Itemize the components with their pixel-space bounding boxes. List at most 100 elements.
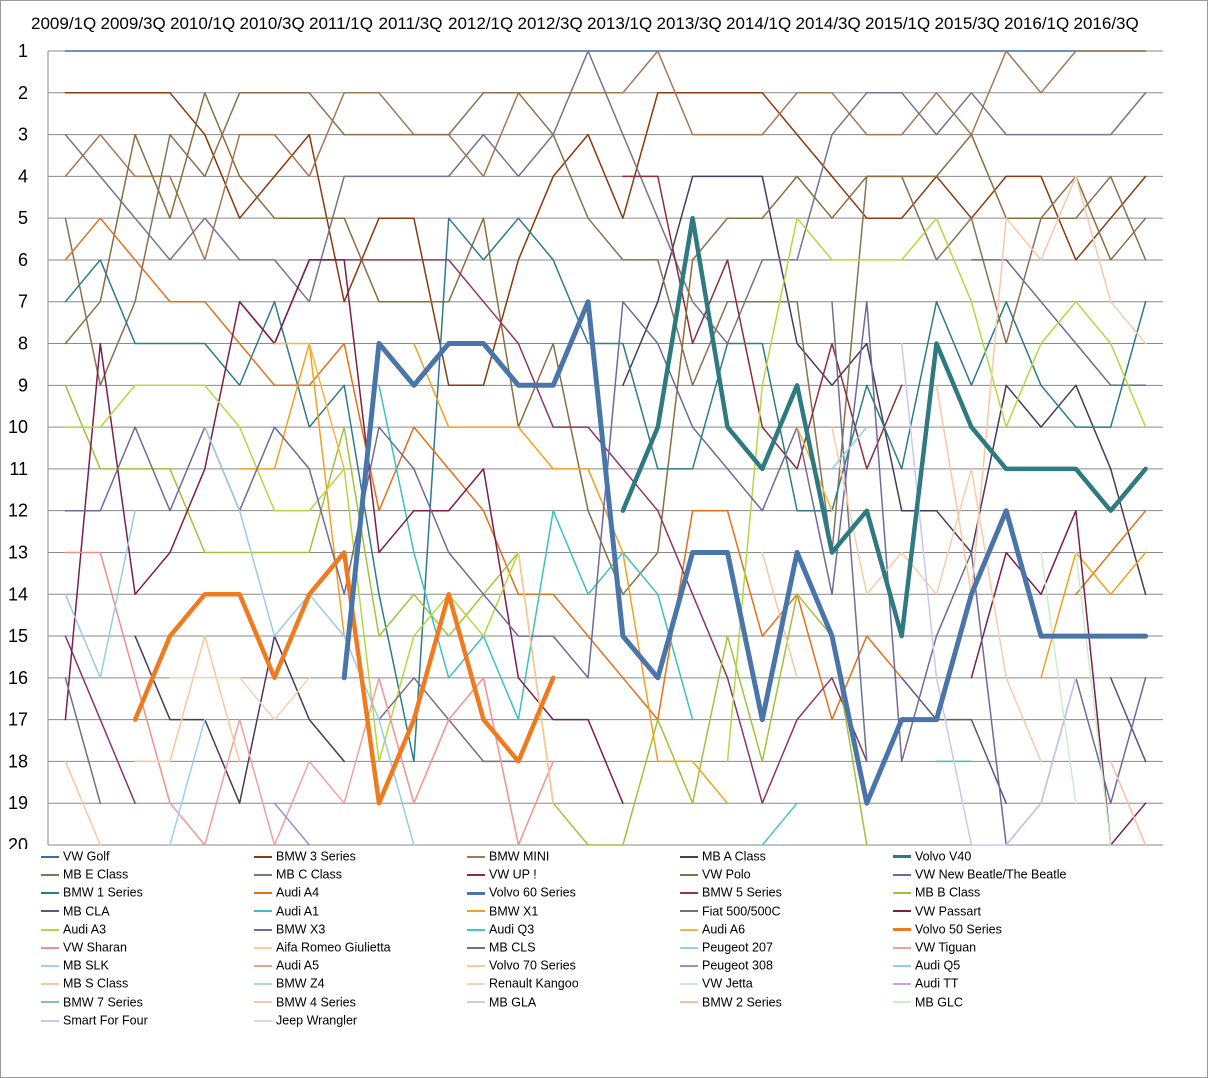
series-line bbox=[622, 175, 903, 470]
legend-item: Volvo 60 Series bbox=[467, 885, 576, 903]
legend-label: Peugeot 308 bbox=[702, 958, 773, 973]
legend-swatch bbox=[467, 855, 485, 858]
legend-item: Aifa Romeo Giulietta bbox=[254, 940, 391, 958]
legend-item: Volvo V40 bbox=[893, 849, 971, 867]
legend-swatch bbox=[254, 873, 272, 876]
legend-label: Audi A4 bbox=[276, 886, 320, 901]
y-tick-label: 15 bbox=[8, 626, 28, 646]
series-line bbox=[900, 342, 973, 846]
series-line bbox=[169, 718, 206, 846]
legend-label: MB S Class bbox=[63, 977, 129, 992]
legend-swatch bbox=[893, 928, 911, 931]
legend-swatch bbox=[467, 983, 485, 986]
series-vw-polo bbox=[64, 92, 1147, 596]
series-line bbox=[64, 551, 206, 846]
series-vw-sharan bbox=[64, 551, 206, 846]
legend-swatch bbox=[41, 928, 59, 931]
series-line bbox=[64, 50, 1147, 261]
legend-label: MB A Class bbox=[702, 849, 766, 864]
x-tick-label: 2014/3Q bbox=[796, 14, 861, 33]
series-line bbox=[64, 92, 1147, 387]
legend-label: Peugeot 207 bbox=[702, 940, 773, 955]
series-volvo-60-series bbox=[341, 299, 1149, 806]
legend-item: VW New Beatle/The Beatle bbox=[893, 867, 1066, 885]
legend-swatch bbox=[680, 873, 698, 876]
legend-swatch bbox=[680, 946, 698, 949]
legend-item: Audi Q5 bbox=[893, 958, 960, 976]
series-vw-passart bbox=[64, 259, 1147, 846]
legend-item: MB GLC bbox=[893, 995, 963, 1013]
series-mb-c-class bbox=[64, 50, 1147, 345]
legend-item: Fiat 500/500C bbox=[680, 904, 781, 922]
legend-item: VW Tiguan bbox=[893, 940, 976, 958]
series-line bbox=[64, 217, 1147, 721]
y-tick-label: 11 bbox=[9, 459, 28, 479]
series-audi-a5 bbox=[378, 677, 554, 846]
legend-swatch bbox=[41, 964, 59, 967]
legend-label: BMW 3 Series bbox=[276, 849, 356, 864]
series-audi-q3 bbox=[761, 802, 798, 846]
legend-swatch bbox=[893, 892, 911, 895]
y-tick-label: 17 bbox=[8, 710, 28, 730]
legend-swatch bbox=[467, 946, 485, 949]
legend-label: MB SLK bbox=[63, 958, 109, 973]
series-volvo-v40 bbox=[620, 215, 1148, 639]
series-bmw-mini bbox=[64, 50, 1147, 261]
x-tick-label: 2009/3Q bbox=[101, 14, 166, 33]
legend-swatch bbox=[41, 983, 59, 986]
legend-item: Audi A6 bbox=[680, 922, 745, 940]
legend-label: Volvo 60 Series bbox=[489, 886, 576, 901]
legend-swatch bbox=[467, 910, 485, 913]
y-tick-label: 10 bbox=[8, 417, 28, 437]
legend-label: MB CLS bbox=[489, 940, 536, 955]
series-line bbox=[132, 550, 556, 806]
series-line bbox=[64, 217, 1147, 804]
series-line bbox=[134, 635, 241, 763]
series-line bbox=[64, 92, 1147, 554]
legend-label: BMW 7 Series bbox=[63, 995, 143, 1010]
legend-item: MB E Class bbox=[41, 867, 128, 885]
series-bmw-1-series bbox=[64, 217, 1147, 763]
legend-swatch bbox=[680, 892, 698, 895]
legend-item: BMW 1 Series bbox=[41, 885, 143, 903]
series-audi-a4 bbox=[64, 217, 1147, 721]
legend-item: VW UP ! bbox=[467, 867, 537, 885]
legend-swatch bbox=[467, 873, 485, 876]
y-tick-label: 8 bbox=[18, 334, 28, 354]
series-mb-cls bbox=[64, 677, 520, 804]
series-line bbox=[378, 677, 554, 846]
legend-label: Aifa Romeo Giulietta bbox=[276, 940, 391, 955]
series-line bbox=[620, 215, 1148, 639]
legend-item: Audi A5 bbox=[254, 958, 319, 976]
y-tick-label: 20 bbox=[8, 835, 28, 849]
x-tick-label: 2016/3Q bbox=[1074, 14, 1139, 33]
legend-label: Audi Q5 bbox=[915, 958, 961, 973]
legend-swatch bbox=[893, 983, 911, 986]
series-renault-kangoo bbox=[169, 677, 311, 721]
y-tick-label: 1 bbox=[18, 41, 28, 61]
legend-item: Audi A3 bbox=[41, 922, 106, 940]
series-line bbox=[761, 802, 798, 846]
legend-label: BMW 2 Series bbox=[702, 995, 782, 1010]
legend-swatch bbox=[893, 855, 911, 859]
y-tick-label: 2 bbox=[18, 83, 28, 103]
x-tick-label: 2013/1Q bbox=[587, 14, 652, 33]
legend-item: MB CLA bbox=[41, 904, 110, 922]
legend-item: Smart For Four bbox=[41, 1013, 148, 1031]
legend-item: Volvo 50 Series bbox=[893, 922, 1002, 940]
series-mb-cla bbox=[900, 677, 1147, 804]
x-tick-label: 2015/1Q bbox=[865, 14, 930, 33]
legend-swatch bbox=[254, 1019, 272, 1022]
x-tick-label: 2010/1Q bbox=[170, 14, 235, 33]
series-mb-s-class bbox=[134, 635, 241, 763]
legend-swatch bbox=[254, 855, 272, 858]
legend-item: BMW X3 bbox=[254, 922, 325, 940]
legend-label: MB B Class bbox=[915, 886, 981, 901]
x-tick-label: 2012/1Q bbox=[448, 14, 513, 33]
legend-swatch bbox=[254, 946, 272, 949]
legend-swatch bbox=[467, 1001, 485, 1004]
y-tick-label: 4 bbox=[18, 166, 28, 186]
series-volvo-50-series bbox=[132, 550, 556, 806]
legend-label: VW New Beatle/The Beatle bbox=[915, 867, 1067, 882]
legend-swatch bbox=[254, 910, 272, 913]
